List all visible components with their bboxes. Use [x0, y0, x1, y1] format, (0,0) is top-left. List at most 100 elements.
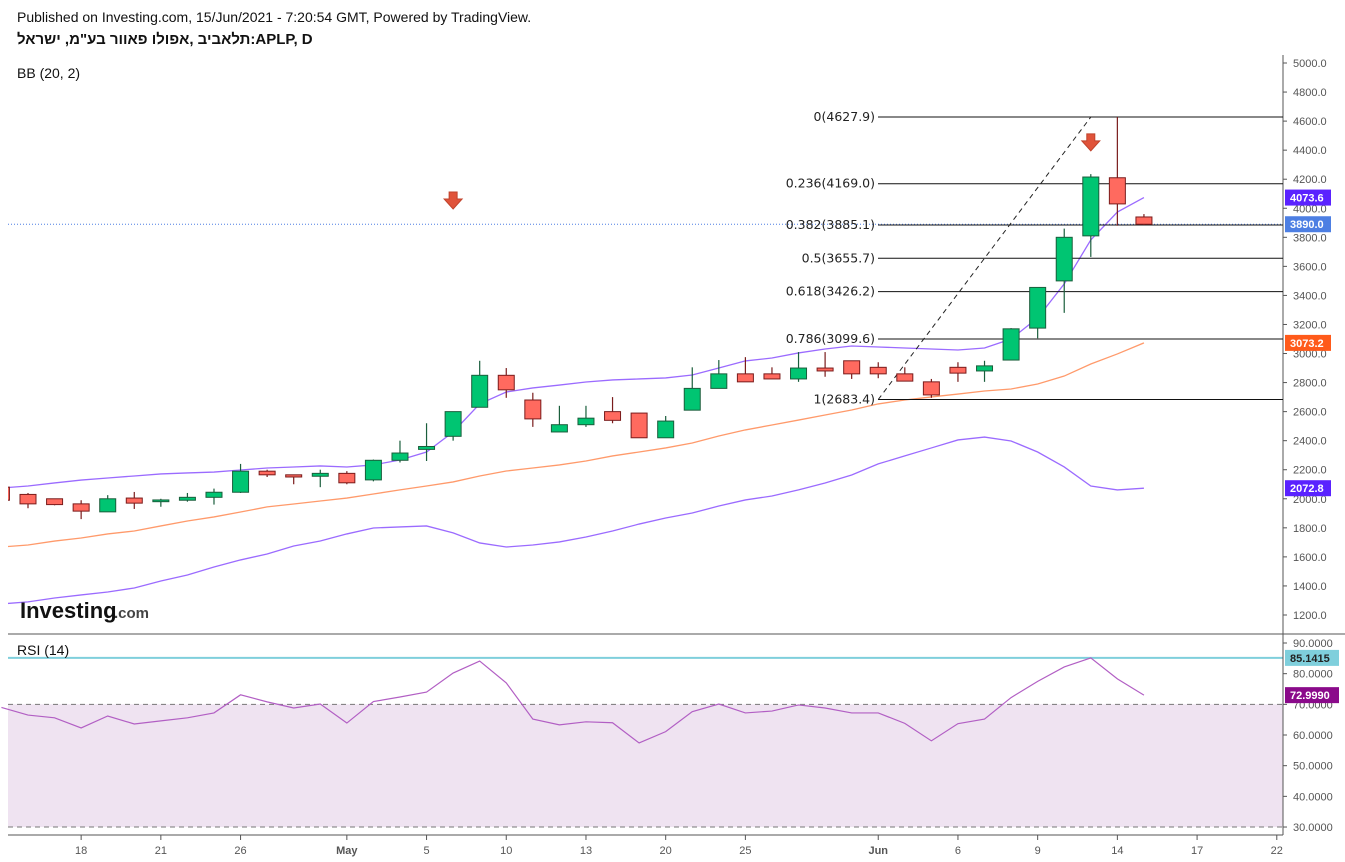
candle	[46, 498, 64, 506]
date-tick-label: May	[336, 845, 358, 857]
candle-body	[46, 498, 64, 506]
date-tick-label: 14	[1111, 845, 1123, 857]
rsi-pane	[8, 656, 1283, 828]
candle-body	[444, 411, 462, 437]
fib-level-label: 0.618(3426.2)	[786, 284, 875, 299]
candle-body	[1082, 176, 1100, 237]
rsi-tick-label: 50.0000	[1293, 761, 1333, 773]
rsi-badge-label: 85.1415	[1290, 653, 1330, 665]
rsi-tick-label: 30.0000	[1293, 822, 1333, 834]
fib-level-label: 0.382(3885.1)	[786, 217, 875, 232]
candle	[790, 352, 808, 382]
candle	[683, 367, 701, 411]
symbol-title: תלאביב ,אפולו פאוור בע"מ, ישראל:APLP, D	[17, 31, 313, 48]
price-tick-label: 3200.0	[1293, 319, 1327, 331]
candle-body	[19, 493, 37, 505]
candle	[922, 378, 940, 398]
candle-body	[896, 373, 914, 382]
price-tick-label: 2600.0	[1293, 407, 1327, 419]
rsi-line-group	[1, 657, 1145, 744]
candle-body	[710, 373, 728, 389]
candle	[258, 469, 276, 477]
date-tick-label: 5	[423, 845, 429, 857]
candle-body	[364, 459, 382, 481]
candle	[125, 491, 143, 509]
candle	[604, 397, 622, 424]
candle	[1029, 286, 1047, 339]
axes: 1200.0 1400.0 1600.0 1800.0 2000.0 2200.0 2400…	[8, 55, 1345, 857]
date-tick-label: Jun	[868, 845, 888, 857]
date-tick-label: 18	[75, 845, 87, 857]
date-tick-label: 25	[739, 845, 751, 857]
axis-badges: 4073.6 3890.0 3073.2 2072.8 85.1415 72.9990	[1285, 189, 1339, 704]
candle-body	[790, 367, 808, 380]
candle-body	[418, 445, 436, 450]
candle	[524, 392, 542, 427]
candle	[497, 368, 515, 398]
date-tick-label: 22	[1271, 845, 1283, 857]
candle	[1002, 328, 1020, 361]
candle	[1082, 174, 1100, 257]
candles	[0, 0, 1153, 634]
sell-arrow-icon	[1080, 133, 1101, 152]
price-tick-label: 2400.0	[1293, 436, 1327, 448]
candle-body	[338, 472, 356, 484]
candle	[418, 423, 436, 462]
candle-body	[311, 472, 329, 477]
candle-body	[1108, 177, 1126, 205]
candle	[285, 474, 303, 485]
candle	[391, 440, 409, 463]
date-tick-label: 13	[580, 845, 592, 857]
candle	[763, 367, 781, 380]
rsi-tick-label: 40.0000	[1293, 791, 1333, 803]
candle-body	[976, 365, 994, 372]
rsi-tick-label: 80.0000	[1293, 669, 1333, 681]
bb-lower-line	[1, 436, 1144, 605]
date-tick-label: 10	[500, 845, 512, 857]
price-tick-label: 3400.0	[1293, 290, 1327, 302]
candle-body	[99, 498, 117, 513]
bb-middle-line	[1, 342, 1145, 548]
price-tick-label: 4400.0	[1293, 145, 1327, 157]
date-tick-label: 17	[1191, 845, 1203, 857]
price-badge-label: 3073.2	[1290, 338, 1324, 350]
candle	[896, 367, 914, 382]
fib-level-label: 0.5(3655.7)	[802, 250, 875, 265]
candle	[311, 469, 329, 488]
fib-level-label: 0.786(3099.6)	[786, 331, 875, 346]
candle	[444, 411, 462, 441]
published-info: Published on Investing.com, 15/Jun/2021 …	[17, 9, 532, 25]
candle-body	[152, 499, 170, 503]
candle	[869, 362, 887, 379]
price-badge-label: 4073.6	[1290, 193, 1324, 205]
candle-body	[949, 366, 967, 374]
candle-body	[497, 374, 515, 391]
candle-body	[471, 374, 489, 408]
date-tick-label: 26	[234, 845, 246, 857]
bb-upper-line	[1, 196, 1145, 489]
logo-text: Investing	[20, 598, 117, 623]
candle	[657, 415, 675, 439]
rsi-indicator-label[interactable]: RSI (14)	[17, 642, 70, 658]
candle	[976, 360, 994, 382]
price-tick-label: 3000.0	[1293, 349, 1327, 361]
candle	[205, 488, 223, 505]
candle	[1135, 214, 1153, 225]
price-tick-label: 4800.0	[1293, 87, 1327, 99]
candle-body	[178, 496, 196, 501]
candle-body	[125, 497, 143, 504]
rsi-tick-label: 90.0000	[1293, 638, 1333, 650]
candle	[471, 360, 489, 408]
left-clip-mask	[0, 0, 8, 634]
candle-body	[391, 452, 409, 461]
date-tick-label: 9	[1035, 845, 1041, 857]
bb-indicator-label[interactable]: BB (20, 2)	[17, 65, 81, 81]
candle-body	[763, 373, 781, 380]
price-tick-label: 4600.0	[1293, 116, 1327, 128]
price-badge	[1285, 480, 1331, 497]
rsi-badge	[1285, 687, 1339, 704]
price-badge	[1285, 216, 1331, 233]
fibonacci-retracement: 0(4627.9) 0.236(4169.0) 0.382(3885.1) 0.5(3…	[786, 109, 1283, 407]
sell-arrow-icon	[442, 191, 464, 210]
